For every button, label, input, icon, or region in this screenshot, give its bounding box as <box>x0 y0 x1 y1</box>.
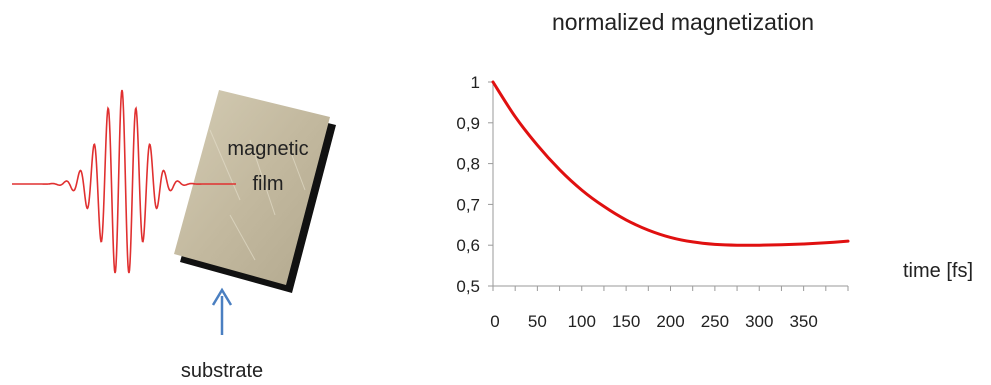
laser-pulse-wave <box>12 89 236 274</box>
film-label-line1: magnetic <box>227 138 308 160</box>
magnetic-film <box>174 90 330 285</box>
y-ticks: 0,5 0,6 0,7 0,8 0,9 1 <box>456 73 493 296</box>
x-tick-label: 250 <box>701 312 729 331</box>
substrate-label: substrate <box>181 360 263 382</box>
film-texture <box>209 129 306 261</box>
y-tick-label: 0,9 <box>456 114 480 133</box>
x-tick-label: 0 <box>490 312 499 331</box>
x-tick-label: 300 <box>745 312 773 331</box>
x-ticks: 0 50 100 150 200 250 300 350 <box>490 286 849 331</box>
x-tick-label: 100 <box>568 312 596 331</box>
magnetization-chart: normalized magnetization 0,5 0,6 0,7 0,8 0,9… <box>456 9 973 331</box>
x-axis-label: time [fs] <box>903 260 973 282</box>
film-label-line2: film <box>252 173 283 195</box>
laser-diagram: magnetic film substrate <box>12 89 336 382</box>
y-tick-label: 0,6 <box>456 236 480 255</box>
x-tick-label: 200 <box>656 312 684 331</box>
y-tick-label: 0,5 <box>456 277 480 296</box>
y-tick-label: 0,8 <box>456 155 480 174</box>
substrate-arrow-icon <box>211 287 233 335</box>
y-tick-label: 0,7 <box>456 195 480 214</box>
chart-title: normalized magnetization <box>552 9 814 35</box>
x-tick-label: 350 <box>789 312 817 331</box>
y-tick-label: 1 <box>471 73 480 92</box>
series-line <box>491 80 850 247</box>
x-tick-label: 150 <box>612 312 640 331</box>
x-tick-label: 50 <box>528 312 547 331</box>
